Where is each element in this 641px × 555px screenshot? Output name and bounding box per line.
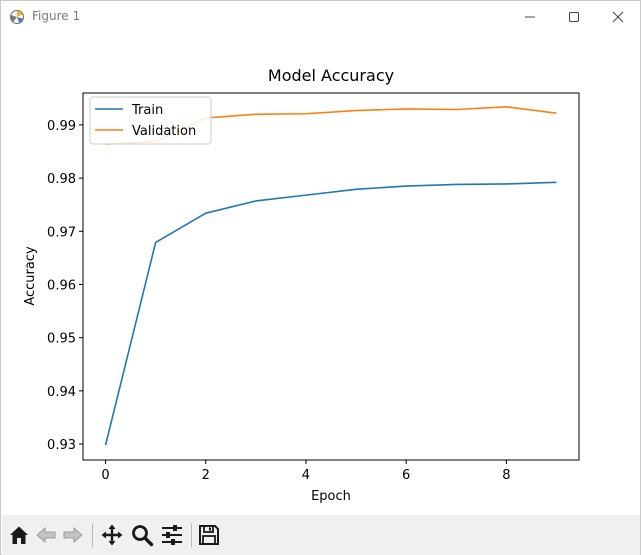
legend-label-validation: Validation [132, 124, 196, 139]
x-tick-label: 2 [202, 468, 210, 483]
x-axis-label: Epoch [311, 489, 351, 504]
zoom-icon [132, 525, 154, 547]
accuracy-line-chart: 0 2 4 6 8 0.93 0.94 0.95 0.96 0.97 0.98 0.99 Model … [23, 66, 580, 504]
save-button[interactable] [195, 521, 223, 549]
maximize-button[interactable] [552, 1, 596, 33]
minimize-button[interactable] [508, 1, 552, 33]
y-tick-label: 0.95 [47, 332, 76, 347]
series-line-train [104, 181, 557, 446]
y-tick-label: 0.94 [47, 385, 76, 400]
toolbar-separator [92, 523, 93, 547]
x-tick-label: 0 [101, 468, 109, 483]
toolbar-separator [191, 523, 192, 547]
home-icon [10, 526, 28, 544]
close-icon [612, 11, 624, 23]
chart-title: Model Accuracy [268, 66, 394, 85]
save-icon [199, 525, 219, 545]
x-tick-label: 8 [502, 468, 510, 483]
x-tick-label: 4 [302, 468, 310, 483]
zoom-button[interactable] [128, 521, 156, 549]
plot-frame [82, 92, 580, 461]
configure-subplots-button[interactable] [158, 521, 186, 549]
forward-button[interactable] [59, 521, 87, 549]
y-tick-label: 0.96 [47, 278, 76, 293]
home-button[interactable] [5, 521, 33, 549]
pan-icon [101, 524, 123, 546]
navigation-toolbar [2, 515, 640, 555]
x-tick-label: 6 [402, 468, 410, 483]
y-axis-label: Accuracy [23, 246, 38, 306]
legend-label-train: Train [131, 103, 163, 118]
pan-button[interactable] [98, 521, 126, 549]
y-tick-label: 0.98 [47, 172, 76, 187]
y-tick-label: 0.97 [47, 225, 76, 240]
configure-subplots-icon [162, 525, 182, 545]
window-title: Figure 1 [32, 9, 81, 23]
close-button[interactable] [596, 1, 640, 33]
matplotlib-app-icon [9, 9, 25, 25]
minimize-icon [525, 16, 535, 18]
title-bar[interactable]: Figure 1 [1, 1, 640, 33]
y-tick-label: 0.93 [47, 438, 76, 453]
back-icon [36, 527, 56, 543]
legend: Train Validation [89, 96, 212, 145]
forward-icon [63, 527, 83, 543]
maximize-icon [569, 12, 579, 22]
y-tick-label: 0.99 [47, 119, 76, 134]
figure-canvas[interactable]: 0 2 4 6 8 0.93 0.94 0.95 0.96 0.97 0.98 0.99 Model … [2, 33, 640, 515]
back-button[interactable] [32, 521, 60, 549]
